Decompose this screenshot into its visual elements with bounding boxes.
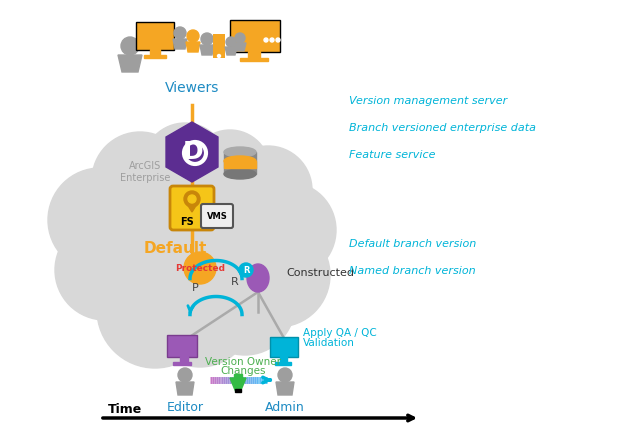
Circle shape bbox=[121, 37, 139, 55]
Polygon shape bbox=[225, 47, 237, 55]
Bar bbox=[234, 374, 242, 378]
Ellipse shape bbox=[224, 147, 256, 157]
Circle shape bbox=[188, 195, 196, 203]
Bar bbox=[270, 337, 298, 357]
Polygon shape bbox=[176, 382, 194, 395]
Polygon shape bbox=[187, 204, 197, 212]
Circle shape bbox=[97, 252, 213, 368]
Circle shape bbox=[195, 255, 295, 355]
Bar bbox=[173, 362, 191, 365]
Text: Validation: Validation bbox=[303, 338, 355, 348]
Bar bbox=[150, 49, 160, 56]
Circle shape bbox=[184, 191, 200, 207]
Polygon shape bbox=[186, 42, 200, 52]
Circle shape bbox=[201, 33, 213, 45]
Text: FS: FS bbox=[180, 217, 194, 227]
FancyBboxPatch shape bbox=[201, 204, 233, 228]
Ellipse shape bbox=[224, 169, 256, 179]
Bar bbox=[230, 20, 280, 52]
Circle shape bbox=[276, 38, 280, 42]
Text: Admin: Admin bbox=[265, 401, 305, 414]
Circle shape bbox=[48, 168, 152, 272]
Polygon shape bbox=[118, 55, 142, 72]
Text: Apply QA / QC: Apply QA / QC bbox=[303, 328, 377, 338]
Text: Protected: Protected bbox=[175, 263, 225, 272]
Bar bbox=[180, 356, 188, 363]
Bar bbox=[167, 335, 197, 357]
Bar bbox=[230, 20, 280, 52]
Text: Default branch version: Default branch version bbox=[349, 239, 476, 249]
Polygon shape bbox=[105, 155, 288, 315]
Bar bbox=[213, 34, 225, 58]
Circle shape bbox=[224, 146, 312, 234]
Text: ArcGIS
Enterprise: ArcGIS Enterprise bbox=[120, 161, 170, 183]
Text: Editor: Editor bbox=[166, 401, 204, 414]
Text: R: R bbox=[231, 277, 239, 287]
Circle shape bbox=[143, 123, 227, 207]
Circle shape bbox=[226, 223, 330, 327]
Text: VMS: VMS bbox=[207, 211, 227, 220]
Text: Feature service: Feature service bbox=[349, 150, 435, 159]
Text: Version management server: Version management server bbox=[349, 96, 507, 106]
Text: R: R bbox=[243, 266, 249, 275]
Circle shape bbox=[190, 130, 270, 210]
Bar bbox=[224, 161, 256, 168]
Polygon shape bbox=[234, 43, 246, 51]
Bar bbox=[224, 152, 256, 174]
FancyBboxPatch shape bbox=[170, 186, 214, 230]
Circle shape bbox=[92, 132, 188, 228]
Circle shape bbox=[270, 38, 274, 42]
Ellipse shape bbox=[224, 156, 256, 166]
Text: Default: Default bbox=[143, 241, 207, 255]
Text: Branch versioned enterprise data: Branch versioned enterprise data bbox=[349, 123, 536, 133]
Polygon shape bbox=[230, 378, 246, 390]
Circle shape bbox=[174, 27, 186, 39]
Circle shape bbox=[226, 37, 236, 47]
Bar bbox=[136, 22, 174, 50]
Circle shape bbox=[278, 368, 292, 382]
Polygon shape bbox=[200, 45, 214, 55]
Circle shape bbox=[178, 368, 192, 382]
Circle shape bbox=[55, 220, 155, 320]
Ellipse shape bbox=[247, 264, 269, 292]
Bar bbox=[144, 55, 166, 58]
Text: Changes: Changes bbox=[220, 366, 266, 376]
Circle shape bbox=[187, 30, 199, 42]
Text: D: D bbox=[182, 140, 204, 164]
Circle shape bbox=[264, 38, 268, 42]
Polygon shape bbox=[173, 39, 187, 49]
Text: Named branch version: Named branch version bbox=[349, 266, 476, 276]
Bar bbox=[235, 389, 241, 392]
Circle shape bbox=[148, 263, 252, 367]
Polygon shape bbox=[276, 382, 294, 395]
Bar bbox=[240, 58, 268, 61]
Bar bbox=[275, 362, 291, 365]
Circle shape bbox=[240, 182, 336, 278]
Polygon shape bbox=[166, 122, 218, 182]
Text: P: P bbox=[191, 283, 198, 293]
Text: Viewers: Viewers bbox=[165, 81, 219, 95]
Bar bbox=[136, 22, 174, 50]
Bar bbox=[248, 51, 260, 59]
Circle shape bbox=[184, 252, 216, 284]
Text: Constructed: Constructed bbox=[286, 268, 354, 278]
Text: Time: Time bbox=[108, 402, 142, 415]
Circle shape bbox=[239, 263, 253, 277]
Bar bbox=[280, 356, 287, 363]
Bar bbox=[167, 335, 197, 357]
Circle shape bbox=[218, 55, 221, 57]
Text: Version Owner: Version Owner bbox=[205, 357, 281, 367]
Circle shape bbox=[235, 33, 245, 43]
Bar bbox=[270, 337, 298, 357]
